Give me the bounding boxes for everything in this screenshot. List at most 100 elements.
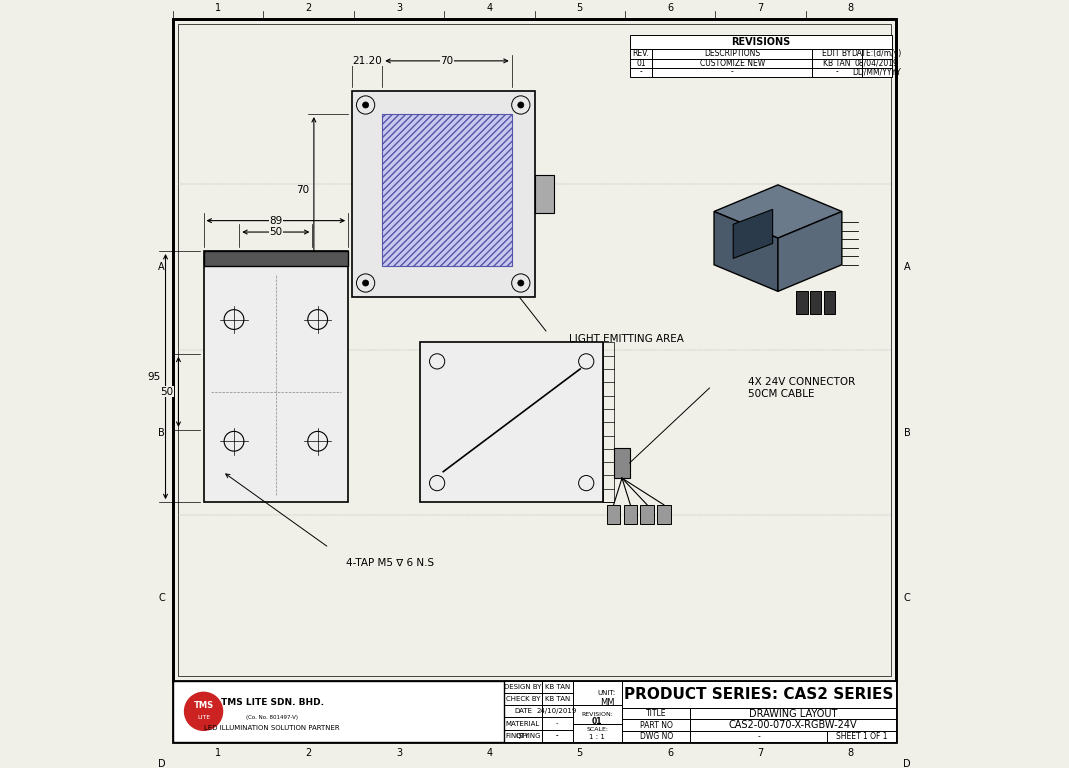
Bar: [622, 731, 691, 742]
Polygon shape: [714, 185, 842, 238]
Bar: [173, 681, 505, 742]
Text: SHEET 1 OF 1: SHEET 1 OF 1: [836, 732, 887, 741]
Bar: [542, 705, 573, 717]
Text: 5: 5: [576, 2, 583, 12]
Text: 8: 8: [848, 748, 854, 758]
Text: PART NO: PART NO: [639, 720, 672, 730]
Text: 21.20: 21.20: [353, 56, 382, 66]
Text: MATERIAL: MATERIAL: [506, 720, 540, 727]
Bar: [862, 68, 892, 77]
Text: 01: 01: [592, 717, 603, 727]
Text: KB TAN: KB TAN: [823, 58, 851, 68]
Circle shape: [362, 102, 369, 108]
Bar: [862, 49, 892, 58]
Bar: [542, 730, 573, 742]
Polygon shape: [778, 211, 842, 291]
Text: 2: 2: [306, 748, 312, 758]
Bar: [505, 730, 542, 742]
Text: TITLE: TITLE: [646, 710, 666, 718]
Text: 1: 1: [215, 2, 221, 12]
Bar: [691, 708, 896, 720]
Text: 4-TAP M5 ∇ 6 N.S: 4-TAP M5 ∇ 6 N.S: [346, 558, 434, 568]
Text: 89: 89: [269, 216, 282, 226]
Bar: [505, 693, 542, 705]
Circle shape: [185, 692, 222, 730]
Bar: [542, 717, 573, 730]
Bar: [652, 68, 812, 77]
Text: 01: 01: [636, 58, 646, 68]
Text: 8: 8: [848, 2, 854, 12]
Text: DWG NO: DWG NO: [639, 732, 672, 741]
Text: LED ILLUMINATION SOLUTION PARTNER: LED ILLUMINATION SOLUTION PARTNER: [204, 725, 340, 731]
Bar: [420, 343, 603, 502]
Text: A: A: [158, 262, 165, 272]
Text: 4: 4: [486, 748, 493, 758]
Bar: [505, 681, 896, 742]
Text: DESCRIPTIONS: DESCRIPTIONS: [704, 49, 760, 58]
Text: DATE: DATE: [514, 708, 532, 714]
Text: (Co. No. 801497-V): (Co. No. 801497-V): [246, 715, 298, 720]
Text: 70: 70: [440, 56, 453, 66]
Text: EDIT BY: EDIT BY: [822, 49, 852, 58]
Text: REV.: REV.: [633, 49, 649, 58]
Text: 08/04/2019: 08/04/2019: [855, 58, 899, 68]
Bar: [812, 49, 862, 58]
Polygon shape: [714, 211, 778, 291]
Bar: [652, 58, 812, 68]
Text: -: -: [556, 733, 558, 739]
Bar: [823, 291, 835, 314]
Bar: [573, 723, 622, 742]
Bar: [630, 68, 652, 77]
Bar: [796, 291, 807, 314]
Bar: [862, 58, 892, 68]
Text: 4X 24V CONNECTOR
50CM CABLE: 4X 24V CONNECTOR 50CM CABLE: [747, 377, 855, 399]
Bar: [573, 705, 622, 723]
Polygon shape: [733, 210, 773, 258]
Bar: [615, 448, 630, 478]
Text: FINISHING: FINISHING: [506, 733, 541, 739]
Text: 2: 2: [306, 2, 312, 12]
Bar: [383, 114, 512, 266]
Bar: [542, 730, 573, 742]
Text: TMS LITE SDN. BHD.: TMS LITE SDN. BHD.: [220, 697, 324, 707]
Bar: [810, 291, 821, 314]
Bar: [534, 175, 554, 213]
Bar: [505, 681, 542, 693]
Text: 70: 70: [296, 185, 309, 195]
Bar: [203, 251, 348, 502]
Text: 6: 6: [667, 2, 673, 12]
Text: C: C: [904, 593, 911, 603]
Text: CAS2-00-070-X-RGBW-24V: CAS2-00-070-X-RGBW-24V: [729, 720, 857, 730]
Text: 3: 3: [396, 748, 402, 758]
Text: CHECK BY: CHECK BY: [506, 696, 540, 702]
Text: DRAWING LAYOUT: DRAWING LAYOUT: [749, 709, 837, 719]
Bar: [505, 730, 542, 742]
Bar: [505, 717, 542, 730]
Text: -: -: [639, 68, 642, 77]
Bar: [657, 505, 670, 524]
Bar: [812, 68, 862, 77]
Text: LIGHT EMITTING AREA: LIGHT EMITTING AREA: [569, 333, 683, 343]
Text: 50: 50: [269, 227, 282, 237]
Text: 7: 7: [757, 748, 763, 758]
Text: B: B: [904, 428, 911, 438]
Text: B: B: [158, 428, 165, 438]
Text: -: -: [731, 68, 733, 77]
Text: PRODUCT SERIES: CAS2 SERIES: PRODUCT SERIES: CAS2 SERIES: [624, 687, 894, 703]
Circle shape: [517, 280, 524, 286]
Text: 24/10/2019: 24/10/2019: [537, 708, 577, 714]
Bar: [622, 720, 691, 731]
Bar: [542, 693, 573, 705]
Text: A: A: [904, 262, 911, 272]
Text: D: D: [903, 759, 911, 768]
Bar: [630, 35, 892, 49]
Bar: [630, 49, 652, 58]
Text: -: -: [758, 732, 760, 741]
Bar: [623, 505, 637, 524]
Bar: [812, 58, 862, 68]
Bar: [203, 251, 348, 266]
Bar: [622, 708, 691, 720]
Text: 1 : 1: 1 : 1: [589, 734, 605, 740]
Text: UNIT:: UNIT:: [598, 690, 616, 696]
Bar: [630, 58, 652, 68]
